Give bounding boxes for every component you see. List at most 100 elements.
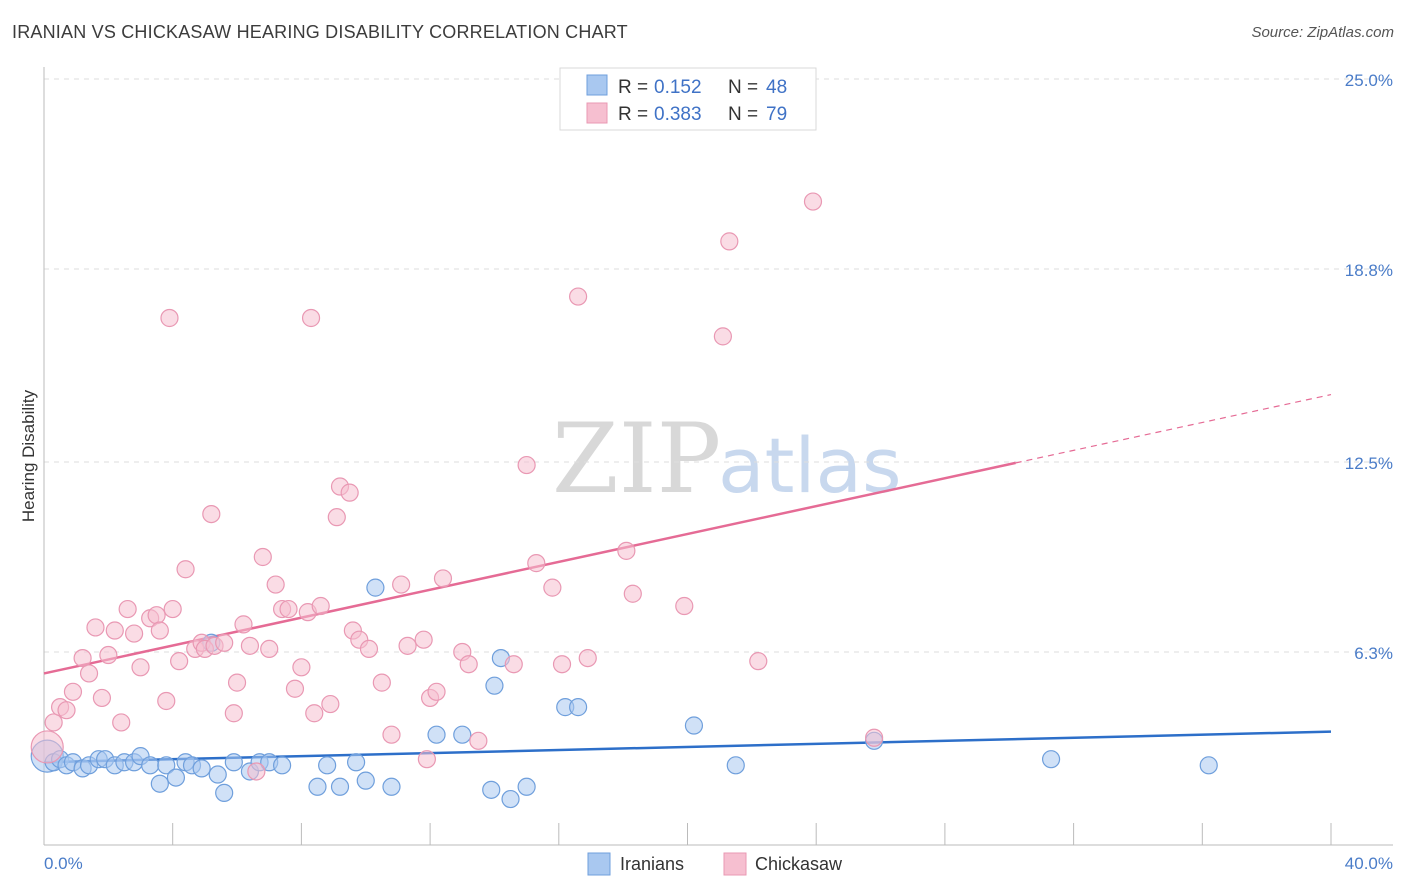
point-chickasaw-54 (392, 575, 411, 594)
legend-n-label-1: N = (728, 77, 758, 98)
point-iranians-37 (482, 780, 501, 799)
point-chickasaw-73 (713, 327, 732, 346)
point-chickasaw-53 (382, 725, 401, 744)
point-iranians-32 (356, 771, 375, 790)
point-chickasaw-17 (150, 621, 169, 640)
point-iranians-30 (330, 777, 350, 796)
data-points (30, 192, 1218, 809)
point-iranians-19 (192, 759, 211, 778)
point-iranians-14 (150, 774, 169, 793)
x-tick-labels: 0.0% 40.0% (44, 854, 1393, 873)
watermark-zip: ZIP (552, 403, 721, 515)
series-legend-swatch-chickasaw (723, 852, 747, 876)
series-legend-label-chickasaw: Chickasaw (755, 854, 843, 874)
point-chickasaw-78 (417, 750, 436, 769)
point-chickasaw-71 (623, 584, 642, 603)
point-chickasaw-72 (675, 596, 694, 616)
point-iranians-48 (1199, 756, 1218, 775)
point-chickasaw-75 (749, 652, 768, 671)
point-chickasaw-40 (292, 658, 311, 677)
gridlines (44, 78, 1393, 653)
point-chickasaw-26 (202, 504, 221, 524)
point-chickasaw-8 (92, 688, 112, 708)
legend-n-value-1: 48 (766, 77, 787, 98)
point-chickasaw-9 (99, 645, 118, 665)
point-chickasaw-42 (301, 308, 321, 328)
point-iranians-39 (501, 789, 520, 809)
series-legend-label-iranians: Iranians (620, 854, 684, 874)
point-chickasaw-20 (163, 599, 182, 619)
legend-r-label-1: R = (618, 77, 648, 98)
point-chickasaw-6 (79, 664, 99, 683)
legend-r-value-2: 0.383 (654, 104, 702, 125)
legend-swatch-chickasaw (586, 102, 608, 124)
point-chickasaw-76 (803, 192, 823, 211)
point-iranians-33 (366, 578, 385, 597)
point-iranians-16 (166, 768, 186, 787)
point-iranians-29 (318, 756, 337, 775)
y-tick-label-0: 6.3% (1354, 644, 1393, 663)
point-iranians-36 (453, 725, 472, 744)
point-chickasaw-64 (517, 455, 536, 475)
point-iranians-34 (382, 777, 401, 796)
point-chickasaw-69 (578, 648, 597, 668)
point-chickasaw-52 (372, 673, 391, 692)
point-chickasaw-61 (459, 655, 478, 674)
legend-r-value-1: 0.152 (654, 77, 702, 98)
point-chickasaw-19 (160, 308, 179, 328)
axes (43, 67, 1393, 846)
point-chickasaw-59 (433, 569, 453, 588)
point-chickasaw-0 (30, 730, 64, 764)
point-chickasaw-16 (147, 606, 166, 625)
point-chickasaw-63 (504, 655, 523, 674)
point-chickasaw-38 (279, 599, 298, 619)
point-chickasaw-66 (543, 578, 562, 597)
series-legend-swatch-iranians (587, 852, 611, 876)
point-chickasaw-29 (224, 704, 243, 723)
point-chickasaw-35 (260, 639, 279, 659)
x-tick-label-end: 40.0% (1345, 854, 1393, 873)
point-chickasaw-28 (215, 633, 234, 652)
point-chickasaw-30 (227, 673, 247, 692)
point-chickasaw-1 (44, 713, 63, 732)
y-tick-label-3: 25.0% (1345, 71, 1393, 90)
point-chickasaw-14 (131, 658, 150, 677)
point-iranians-31 (346, 753, 366, 772)
legend-r-label-2: R = (618, 104, 648, 125)
point-iranians-28 (308, 777, 327, 796)
y-axis-label: Hearing Disability (19, 389, 38, 522)
y-tick-label-1: 12.5% (1345, 454, 1393, 473)
y-tick-label-2: 18.8% (1345, 261, 1393, 280)
point-chickasaw-74 (720, 232, 739, 251)
point-chickasaw-45 (321, 694, 340, 714)
point-chickasaw-62 (469, 731, 488, 750)
point-chickasaw-36 (266, 575, 285, 594)
point-chickasaw-77 (865, 728, 884, 747)
legend-n-value-2: 79 (766, 104, 787, 125)
point-chickasaw-56 (414, 630, 433, 649)
point-chickasaw-46 (327, 508, 346, 527)
point-chickasaw-68 (569, 287, 588, 306)
point-iranians-45 (726, 756, 745, 775)
source-label: Source: ZipAtlas.com (1251, 24, 1394, 41)
point-iranians-27 (272, 756, 292, 775)
point-chickasaw-58 (427, 682, 446, 701)
point-chickasaw-65 (527, 554, 546, 573)
point-chickasaw-32 (240, 636, 260, 655)
point-chickasaw-39 (285, 679, 305, 698)
point-chickasaw-5 (73, 648, 92, 668)
series-legend: Iranians Chickasaw (587, 852, 843, 876)
point-iranians-43 (569, 698, 588, 717)
point-chickasaw-34 (253, 547, 272, 567)
point-iranians-23 (224, 753, 243, 772)
point-iranians-22 (215, 783, 234, 803)
legend-n-label-2: N = (728, 104, 758, 125)
point-chickasaw-10 (105, 621, 124, 640)
point-chickasaw-43 (305, 704, 324, 723)
point-chickasaw-70 (617, 541, 636, 560)
point-iranians-44 (684, 716, 704, 735)
point-chickasaw-33 (247, 762, 266, 781)
point-chickasaw-22 (176, 560, 195, 579)
point-chickasaw-18 (157, 691, 176, 711)
point-iranians-35 (427, 725, 446, 744)
